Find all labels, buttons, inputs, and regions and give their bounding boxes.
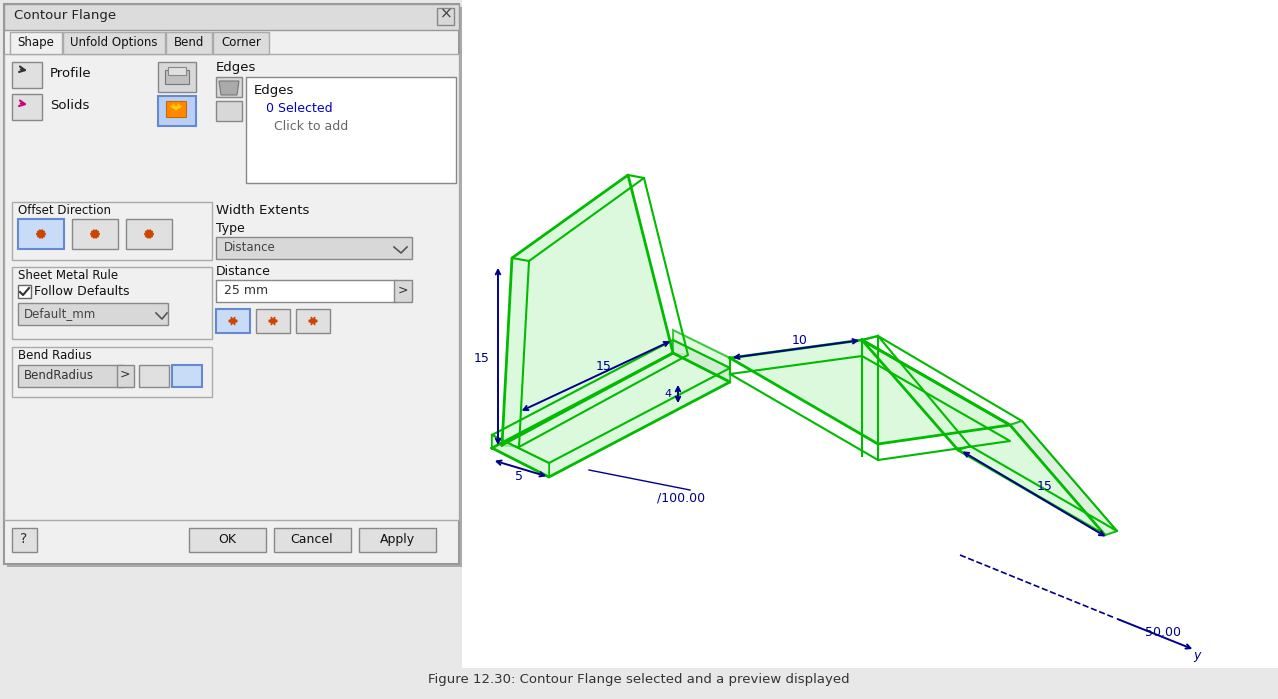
Bar xyxy=(167,67,187,75)
Bar xyxy=(216,237,412,259)
Text: Corner: Corner xyxy=(221,36,261,49)
Text: Edges: Edges xyxy=(216,61,257,74)
Bar xyxy=(216,309,250,333)
Bar xyxy=(359,528,436,552)
Bar xyxy=(216,101,242,121)
Text: 15: 15 xyxy=(1036,480,1053,493)
Bar xyxy=(273,528,351,552)
Bar xyxy=(12,94,42,120)
Text: 25 mm: 25 mm xyxy=(224,284,268,297)
Text: Distance: Distance xyxy=(216,265,271,278)
Text: BendRadius: BendRadius xyxy=(24,369,95,382)
Bar xyxy=(12,202,212,260)
Bar xyxy=(166,101,187,117)
Bar xyxy=(118,365,134,387)
Bar xyxy=(18,365,123,387)
Polygon shape xyxy=(502,175,674,445)
Text: Width Extents: Width Extents xyxy=(216,204,309,217)
Text: 5: 5 xyxy=(515,470,523,482)
Text: ×: × xyxy=(440,7,452,22)
Bar xyxy=(158,96,196,126)
Bar xyxy=(158,62,196,92)
Bar xyxy=(72,219,118,249)
Polygon shape xyxy=(219,81,239,95)
Bar xyxy=(18,303,167,325)
Text: Follow Defaults: Follow Defaults xyxy=(35,285,129,298)
Text: Offset Direction: Offset Direction xyxy=(18,204,111,217)
Text: Contour Flange: Contour Flange xyxy=(14,9,116,22)
Bar xyxy=(63,32,165,54)
Text: >: > xyxy=(397,284,408,297)
Text: ?: ? xyxy=(20,532,28,546)
Text: Cancel: Cancel xyxy=(290,533,334,546)
Text: Distance: Distance xyxy=(224,241,276,254)
Bar xyxy=(173,365,202,387)
Bar xyxy=(139,365,169,387)
Polygon shape xyxy=(1010,421,1117,535)
Polygon shape xyxy=(492,353,730,477)
Text: Shape: Shape xyxy=(18,36,55,49)
Text: 15: 15 xyxy=(474,352,489,364)
Bar xyxy=(18,285,31,298)
Bar xyxy=(166,32,212,54)
Text: y: y xyxy=(1192,649,1200,663)
Bar xyxy=(256,309,290,333)
Polygon shape xyxy=(492,435,550,477)
Bar xyxy=(394,280,412,302)
Bar xyxy=(189,528,266,552)
Text: >: > xyxy=(120,368,130,381)
Bar xyxy=(6,7,463,567)
Bar xyxy=(18,219,64,249)
Text: Bend Radius: Bend Radius xyxy=(18,349,92,362)
Bar xyxy=(127,219,173,249)
Bar xyxy=(0,0,463,699)
Bar xyxy=(12,528,37,552)
Bar xyxy=(4,4,459,30)
Text: Apply: Apply xyxy=(380,533,414,546)
Bar xyxy=(12,62,42,88)
Polygon shape xyxy=(674,330,730,382)
Text: Click to add: Click to add xyxy=(273,120,348,133)
Text: 0 Selected: 0 Selected xyxy=(266,102,332,115)
Text: Edges: Edges xyxy=(254,84,294,97)
Bar xyxy=(296,309,330,333)
Text: Sheet Metal Rule: Sheet Metal Rule xyxy=(18,269,118,282)
Bar xyxy=(4,4,459,564)
Bar xyxy=(437,8,454,25)
Text: 15: 15 xyxy=(596,359,612,373)
Text: 4: 4 xyxy=(665,389,671,399)
Bar xyxy=(213,32,268,54)
Text: Bend: Bend xyxy=(174,36,204,49)
Bar xyxy=(4,54,459,520)
Bar xyxy=(216,77,242,97)
Text: Default_mm: Default_mm xyxy=(24,307,96,320)
Text: Profile: Profile xyxy=(50,67,92,80)
Polygon shape xyxy=(861,340,1105,535)
Text: 50.00: 50.00 xyxy=(1145,626,1181,638)
Text: Unfold Options: Unfold Options xyxy=(70,36,157,49)
Text: 10: 10 xyxy=(792,333,808,347)
Text: Type: Type xyxy=(216,222,245,235)
Text: OK: OK xyxy=(219,533,236,546)
Bar xyxy=(165,70,189,84)
Text: /100.00: /100.00 xyxy=(657,491,705,505)
Polygon shape xyxy=(674,340,730,382)
Text: Solids: Solids xyxy=(50,99,89,112)
Text: Figure 12.30: Contour Flange selected and a preview displayed: Figure 12.30: Contour Flange selected an… xyxy=(428,673,850,686)
Bar xyxy=(12,267,212,339)
Polygon shape xyxy=(730,340,1010,444)
Bar xyxy=(0,668,1278,699)
Bar xyxy=(216,280,396,302)
Bar xyxy=(12,347,212,397)
Bar xyxy=(245,77,456,183)
Bar xyxy=(10,32,63,54)
